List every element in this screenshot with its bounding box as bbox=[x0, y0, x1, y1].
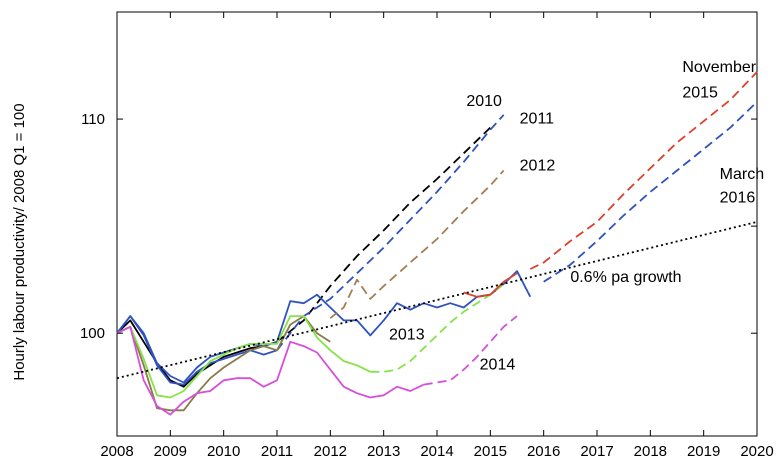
x-tick-label: 2016 bbox=[527, 443, 560, 460]
series-line-5 bbox=[329, 169, 505, 319]
x-tick-label: 2008 bbox=[100, 443, 133, 460]
series-line-6 bbox=[116, 315, 331, 412]
annotation-label: 2011 bbox=[520, 110, 555, 127]
x-tick-label: 2013 bbox=[367, 443, 400, 460]
x-tick-label: 2019 bbox=[687, 443, 720, 460]
annotation-label: November bbox=[682, 59, 756, 76]
series-line-11 bbox=[463, 272, 518, 298]
x-tick-label: 2017 bbox=[580, 443, 613, 460]
series-line-8 bbox=[370, 283, 505, 373]
annotation-label: 2010 bbox=[466, 93, 502, 110]
series-line-9 bbox=[116, 325, 425, 416]
series-line-3 bbox=[276, 114, 505, 351]
plot-border bbox=[116, 11, 758, 437]
x-tick-label: 2009 bbox=[154, 443, 187, 460]
plot-frame bbox=[116, 11, 758, 437]
series-line-0 bbox=[116, 319, 278, 388]
series-line-12 bbox=[529, 71, 758, 270]
series-line-10 bbox=[423, 315, 518, 386]
x-tick-label: 2010 bbox=[207, 443, 240, 460]
annotation-label: 2016 bbox=[720, 190, 756, 207]
annotation-label: 2014 bbox=[480, 357, 516, 374]
x-tick-label: 2014 bbox=[420, 443, 453, 460]
series-line-13 bbox=[543, 101, 758, 283]
y-tick-label: 110 bbox=[81, 111, 105, 128]
series-line-14 bbox=[116, 221, 758, 380]
x-tick-label: 2011 bbox=[261, 443, 293, 460]
x-tick-label: 2020 bbox=[740, 443, 773, 460]
annotation-label: 2012 bbox=[520, 157, 556, 174]
y-tick-label: 100 bbox=[80, 325, 105, 342]
axis-ticks: 2008 2009 2010 2011 2012 2013 2014 2015 2016 2017… bbox=[80, 11, 774, 460]
x-tick-label: 2015 bbox=[474, 443, 507, 460]
series-line-4 bbox=[116, 270, 532, 384]
annotations: 2010 2011 2012 2013 2014 November 2015 March 201… bbox=[389, 59, 764, 374]
x-tick-label: 2012 bbox=[314, 443, 347, 460]
annotation-label: 2015 bbox=[682, 85, 718, 102]
annotation-label: 2013 bbox=[389, 327, 425, 344]
annotation-label: 0.6% pa growth bbox=[570, 269, 681, 286]
x-tick-label: 2018 bbox=[634, 443, 667, 460]
series-line-1 bbox=[276, 126, 491, 343]
series-layer bbox=[116, 71, 758, 416]
y-axis-label: Hourly labour productivity/ 2008 Q1 = 10… bbox=[11, 103, 28, 380]
series-line-7 bbox=[116, 315, 371, 399]
annotation-label: March bbox=[720, 166, 764, 183]
